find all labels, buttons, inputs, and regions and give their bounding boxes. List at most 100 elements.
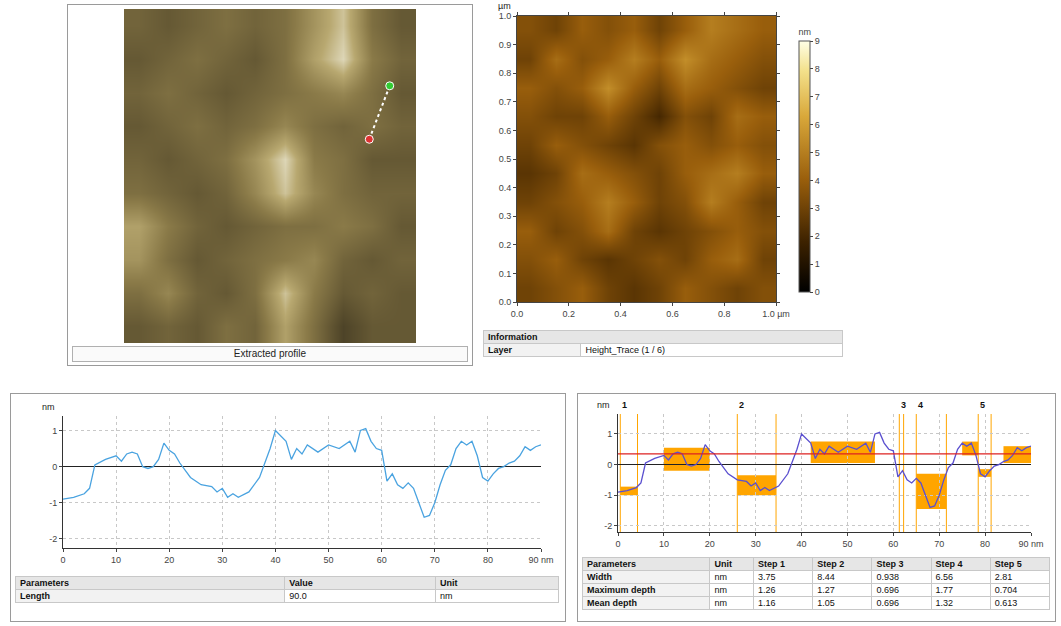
svg-text:nm: nm [798,27,811,37]
svg-text:20: 20 [164,555,174,565]
svg-text:1: 1 [607,429,612,439]
html-text:0.938: 0.938 [876,572,899,582]
svg-text:0.8: 0.8 [499,68,512,78]
svg-text:0.2: 0.2 [563,309,576,319]
svg-text:0.0: 0.0 [499,297,512,307]
svg-text:1.0: 1.0 [499,11,512,21]
html-text:Height_Trace (1 / 6): Height_Trace (1 / 6) [585,345,666,355]
svg-text:4: 4 [815,176,820,186]
html-text:Step 4: Step 4 [935,559,963,569]
svg-text:0.0: 0.0 [511,309,524,319]
html-text:Extracted profile: Extracted profile [233,348,307,359]
html-text:Layer: Layer [488,345,512,355]
html-text:Maximum depth: Maximum depth [587,585,656,595]
svg-text:nm: nm [42,402,55,412]
svg-text:0.4: 0.4 [499,183,512,193]
svg-text:2: 2 [739,400,744,410]
svg-text:0: 0 [815,287,820,297]
svg-text:7: 7 [815,92,820,102]
html-text:8.44: 8.44 [817,572,835,582]
svg-text:9: 9 [815,36,820,46]
html-text:Step 5: Step 5 [994,559,1022,569]
svg-text:-1: -1 [49,498,57,508]
svg-text:40: 40 [797,539,807,549]
svg-text:3: 3 [901,400,906,410]
svg-text:8: 8 [815,64,820,74]
svg-text:60: 60 [888,539,898,549]
svg-text:0.6: 0.6 [499,126,512,136]
html-text:Parameters: Parameters [587,559,636,569]
svg-text:0.9: 0.9 [499,40,512,50]
html-text:nm: nm [714,572,727,582]
svg-text:0.2: 0.2 [499,240,512,250]
html-text:0.696: 0.696 [876,585,899,595]
html-text:0.696: 0.696 [876,598,899,608]
svg-text:90 nm: 90 nm [528,555,553,565]
html-text:Step 1: Step 1 [758,559,785,569]
svg-text:20: 20 [705,539,715,549]
html-text:Unit: Unit [714,559,732,569]
svg-text:6: 6 [815,120,820,130]
svg-text:70: 70 [430,555,440,565]
html-text:1.26: 1.26 [758,585,776,595]
svg-text:-2: -2 [604,521,612,531]
html-text:Step 3: Step 3 [876,559,904,569]
svg-text:80: 80 [980,539,990,549]
svg-text:0.6: 0.6 [666,309,679,319]
svg-text:-1: -1 [604,490,612,500]
svg-text:1.0 µm: 1.0 µm [762,309,790,319]
svg-text:10: 10 [111,555,121,565]
svg-text:µm: µm [498,1,511,11]
html-text:3.75: 3.75 [758,572,776,582]
html-text:Unit: Unit [440,578,458,588]
svg-text:0.8: 0.8 [718,309,731,319]
html-text:90.0: 90.0 [289,591,307,601]
svg-text:90 nm: 90 nm [1018,539,1043,549]
svg-text:2: 2 [815,231,820,241]
html-text:2.81: 2.81 [994,572,1013,582]
svg-text:5: 5 [980,400,985,410]
svg-text:0: 0 [615,539,620,549]
svg-text:40: 40 [270,555,280,565]
html-text:Value: Value [289,578,313,588]
html-text:0.704: 0.704 [994,585,1018,595]
html-text:Width: Width [587,572,612,582]
html-text:Mean depth: Mean depth [587,598,637,608]
html-text:1.27: 1.27 [817,585,835,595]
svg-text:30: 30 [217,555,227,565]
html-text:Length: Length [20,591,50,601]
svg-text:1: 1 [52,426,57,436]
svg-text:60: 60 [377,555,387,565]
svg-text:0.5: 0.5 [499,154,512,164]
svg-text:30: 30 [751,539,761,549]
html-text:nm: nm [714,585,727,595]
svg-text:50: 50 [842,539,852,549]
html-text:1.05: 1.05 [817,598,835,608]
svg-text:3: 3 [815,203,820,213]
svg-text:5: 5 [815,148,820,158]
svg-text:0.3: 0.3 [499,211,512,221]
svg-text:0.7: 0.7 [499,97,512,107]
svg-text:1: 1 [815,259,820,269]
svg-text:70: 70 [934,539,944,549]
svg-text:0: 0 [52,462,57,472]
svg-text:0: 0 [60,555,65,565]
svg-text:nm: nm [597,400,610,410]
html-text:Information: Information [488,332,538,342]
svg-text:50: 50 [324,555,334,565]
svg-text:4: 4 [918,400,923,410]
svg-text:0: 0 [607,460,612,470]
html-text:1.77: 1.77 [935,585,954,595]
svg-text:0.4: 0.4 [614,309,627,319]
svg-text:10: 10 [659,539,669,549]
html-text:6.56: 6.56 [935,572,954,582]
html-text:Parameters: Parameters [20,578,69,588]
svg-text:80: 80 [483,555,493,565]
svg-text:0.1: 0.1 [499,269,512,279]
html-text:nm: nm [714,598,727,608]
svg-text:1: 1 [622,400,627,410]
html-text:nm: nm [440,591,453,601]
svg-text:-2: -2 [49,534,57,544]
html-text:Step 2: Step 2 [817,559,845,569]
html-text:1.16: 1.16 [758,598,776,608]
